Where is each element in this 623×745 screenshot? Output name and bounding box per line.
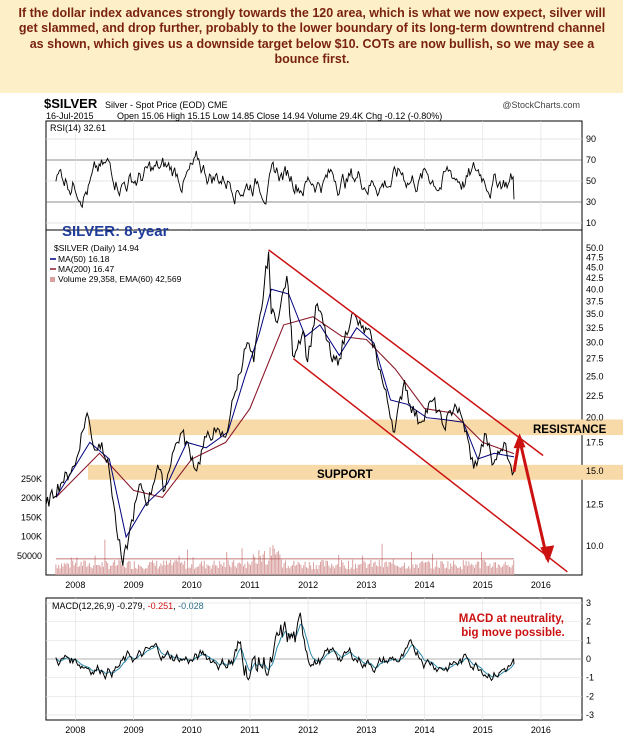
description-text: Silver - Spot Price (EOD) xyxy=(105,100,205,110)
price-y-tick: 35.0 xyxy=(586,309,604,319)
macd-x-tick: 2016 xyxy=(531,725,551,735)
price-y-tick: 30.0 xyxy=(586,338,604,348)
price-x-tick: 2013 xyxy=(356,580,376,590)
price-y-tick: 10.0 xyxy=(586,541,604,551)
legend-volume: Volume 29,358, EMA(60) 42,569 xyxy=(58,274,182,284)
rsi-line xyxy=(55,150,515,209)
source-label: @StockCharts.com xyxy=(502,100,580,110)
rsi-y-tick: 10 xyxy=(586,218,596,228)
macd-legend-value: -0.279 xyxy=(117,601,143,611)
price-y-tick: 37.5 xyxy=(586,296,604,306)
silver-chart: $SILVER Silver - Spot Price (EOD) CME @S… xyxy=(0,93,623,745)
volume-y-tick: 200K xyxy=(21,493,42,503)
price-x-tick: 2009 xyxy=(124,580,144,590)
volume-bars xyxy=(55,539,515,575)
price-x-tick: 2008 xyxy=(65,580,85,590)
symbol-label: $SILVER xyxy=(44,96,98,111)
macd-x-tick: 2009 xyxy=(124,725,144,735)
macd-annotation-line1: MACD at neutrality, xyxy=(459,613,564,625)
price-line xyxy=(45,251,515,566)
macd-x-tick: 2015 xyxy=(473,725,493,735)
price-x-tick: 2016 xyxy=(531,580,551,590)
macd-y-tick: 3 xyxy=(586,598,591,608)
axis-ticks: 907050301050.047.545.042.540.037.535.032… xyxy=(17,134,604,735)
legend-silver: $SILVER (Daily) 14.94 xyxy=(54,243,139,253)
price-y-tick: 50.0 xyxy=(586,243,604,253)
macd-legend-signal: -0.251 xyxy=(148,601,174,611)
volume-y-tick: 50000 xyxy=(17,551,42,561)
macd-x-tick: 2011 xyxy=(240,725,259,735)
price-legend: $SILVER (Daily) 14.94 MA(50) 16.18 MA(20… xyxy=(50,243,182,284)
macd-y-tick: -3 xyxy=(586,710,594,720)
price-series xyxy=(45,251,515,566)
legend-ma50: MA(50) 16.18 xyxy=(58,254,110,264)
volume-y-tick: 150K xyxy=(21,512,42,522)
channel-lower-line xyxy=(292,358,568,573)
price-x-tick: 2010 xyxy=(182,580,202,590)
rsi-legend: RSI(14) 32.61 xyxy=(50,123,106,133)
price-x-tick: 2015 xyxy=(473,580,493,590)
macd-x-tick: 2013 xyxy=(356,725,376,735)
volume-y-tick: 250K xyxy=(21,474,42,484)
macd-y-tick: -1 xyxy=(586,673,594,683)
legend-ma200: MA(200) 16.47 xyxy=(58,264,114,274)
macd-x-tick: 2008 xyxy=(65,725,85,735)
date-label: 16-Jul-2015 xyxy=(46,111,94,121)
macd-legend: MACD(12,26,9) -0.279, -0.251, -0.028 xyxy=(52,601,204,611)
price-y-tick: 15.0 xyxy=(586,466,604,476)
price-y-tick: 12.5 xyxy=(586,500,604,510)
rsi-y-tick: 70 xyxy=(586,155,596,165)
rsi-series xyxy=(55,150,515,209)
volume-y-tick: 100K xyxy=(21,532,42,542)
support-resistance-bands xyxy=(88,419,623,480)
band-support xyxy=(88,464,623,480)
headline-text: If the dollar index advances strongly to… xyxy=(18,6,606,66)
price-y-tick: 20.0 xyxy=(586,413,604,423)
price-y-tick: 27.5 xyxy=(586,354,604,364)
price-y-tick: 25.0 xyxy=(586,371,604,381)
macd-x-tick: 2014 xyxy=(415,725,435,735)
resistance-label: RESISTANCE xyxy=(533,424,607,436)
macd-x-tick: 2010 xyxy=(182,725,202,735)
price-y-tick: 32.5 xyxy=(586,323,604,333)
downtrend-channel xyxy=(268,249,568,573)
price-x-tick: 2012 xyxy=(298,580,318,590)
price-x-tick: 2011 xyxy=(240,580,259,590)
macd-y-tick: 1 xyxy=(586,635,591,645)
macd-legend-name: MACD(12,26,9) xyxy=(52,601,115,611)
forecast-arrow-head-up xyxy=(513,433,526,449)
macd-y-tick: 0 xyxy=(586,654,591,664)
macd-x-tick: 2012 xyxy=(298,725,318,735)
rsi-y-tick: 90 xyxy=(586,134,596,144)
exchange-text: CME xyxy=(208,100,228,110)
ohlc-label: Open 15.06 High 15.15 Low 14.85 Close 14… xyxy=(117,111,442,121)
price-panel-frame xyxy=(45,229,583,576)
price-chart-title: SILVER: 8-year xyxy=(62,223,169,240)
price-y-tick: 22.5 xyxy=(586,391,604,401)
ma50-line xyxy=(55,288,515,539)
headline-box: If the dollar index advances strongly to… xyxy=(0,0,623,93)
rsi-y-tick: 30 xyxy=(586,197,596,207)
forecast-arrow-head-down xyxy=(540,545,555,564)
macd-legend-histogram: -0.028 xyxy=(178,601,204,611)
macd-line xyxy=(55,612,515,682)
price-y-tick: 45.0 xyxy=(586,263,604,273)
macd-signal-line xyxy=(55,623,515,678)
macd-annotation: MACD at neutrality, big move possible. xyxy=(459,613,567,639)
macd-y-tick: -2 xyxy=(586,691,594,701)
macd-y-tick: 2 xyxy=(586,617,591,627)
support-label: SUPPORT xyxy=(317,469,373,481)
price-y-tick: 40.0 xyxy=(586,284,604,294)
price-y-tick: 17.5 xyxy=(586,437,604,447)
channel-upper-line xyxy=(268,249,544,457)
rsi-y-tick: 50 xyxy=(586,176,596,186)
band-resistance xyxy=(88,419,623,436)
description-label: Silver - Spot Price (EOD) CME xyxy=(105,100,228,110)
macd-annotation-line2: big move possible. xyxy=(461,627,565,639)
price-y-tick: 42.5 xyxy=(586,273,604,283)
price-y-tick: 47.5 xyxy=(586,252,604,262)
macd-series xyxy=(55,612,515,682)
price-x-tick: 2014 xyxy=(415,580,435,590)
